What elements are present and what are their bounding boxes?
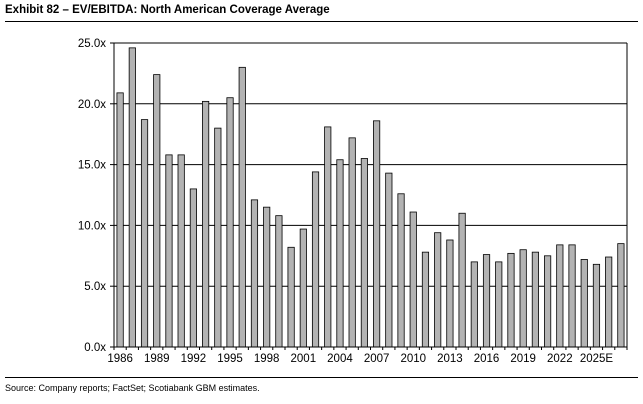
bar: [605, 256, 613, 348]
bar: [128, 47, 136, 348]
bar: [421, 251, 430, 348]
bar: [275, 215, 283, 348]
bar: [495, 261, 503, 348]
bar: [507, 252, 515, 348]
bar: [409, 211, 417, 348]
bar: [202, 100, 210, 348]
bar: [263, 206, 271, 348]
source-rule: [5, 377, 638, 378]
ev-ebitda-bar-chart: 0.0x 5.0x 10.0x 15.0x 20.0x 25.0x 1986 1989 199…: [78, 38, 628, 365]
y-tick-label: 10.0x: [78, 220, 106, 232]
bar: [373, 120, 381, 348]
bar: [360, 158, 368, 348]
bar: [153, 74, 161, 348]
x-axis-tick-labels: 1986 1989 1992 1995 1998 2001 2004 2007 2010 2013…: [107, 353, 613, 365]
bar: [458, 212, 466, 348]
exhibit-title: Exhibit 82 – EV/EBITDA: North American C…: [5, 4, 330, 16]
x-tick-label: 2025E: [580, 353, 614, 365]
bar: [116, 92, 124, 348]
bar: [311, 171, 320, 348]
bar: [434, 232, 442, 348]
chart-axes: [110, 42, 628, 350]
bar: [177, 154, 185, 348]
bar: [556, 244, 564, 348]
bar: [250, 199, 259, 348]
bar: [482, 254, 491, 348]
bar: [324, 126, 332, 348]
x-tick-label: 2004: [327, 353, 353, 365]
chart-bars: [116, 47, 625, 348]
y-tick-label: 0.0x: [84, 342, 106, 354]
x-tick-label: 2007: [364, 353, 390, 365]
x-tick-label: 2013: [437, 353, 463, 365]
bar: [165, 154, 173, 348]
x-tick-label: 1992: [181, 353, 207, 365]
title-rule: [5, 21, 638, 22]
bar: [580, 259, 588, 348]
bar: [470, 261, 478, 348]
bar: [189, 188, 197, 348]
bar: [299, 228, 307, 348]
y-tick-label: 20.0x: [78, 99, 106, 111]
x-tick-label: 2019: [510, 353, 536, 365]
bar: [214, 127, 222, 348]
bar: [348, 137, 356, 348]
x-tick-label: 1986: [107, 353, 133, 365]
y-tick-label: 5.0x: [84, 281, 106, 293]
bar: [238, 66, 246, 348]
y-tick-label: 25.0x: [78, 38, 106, 50]
x-tick-label: 2022: [547, 353, 573, 365]
source-note: Source: Company reports; FactSet; Scotia…: [5, 383, 260, 393]
x-tick-label: 2010: [400, 353, 426, 365]
bar: [617, 243, 625, 348]
bar: [397, 193, 405, 348]
bar: [336, 159, 344, 348]
x-tick-label: 1995: [217, 353, 243, 365]
bar: [140, 119, 149, 348]
bar: [446, 239, 454, 348]
bar: [385, 172, 393, 348]
bar: [531, 251, 539, 348]
x-tick-label: 1998: [254, 353, 280, 365]
x-tick-label: 1989: [144, 353, 170, 365]
x-tick-label: 2001: [291, 353, 317, 365]
bar: [592, 263, 601, 348]
y-tick-label: 15.0x: [78, 160, 106, 172]
bar: [519, 249, 527, 348]
bar: [544, 255, 552, 348]
bar: [568, 244, 576, 348]
bar: [226, 97, 234, 348]
x-tick-label: 2016: [474, 353, 500, 365]
y-axis-tick-labels: 0.0x 5.0x 10.0x 15.0x 20.0x 25.0x: [78, 38, 106, 354]
bar: [287, 246, 295, 348]
